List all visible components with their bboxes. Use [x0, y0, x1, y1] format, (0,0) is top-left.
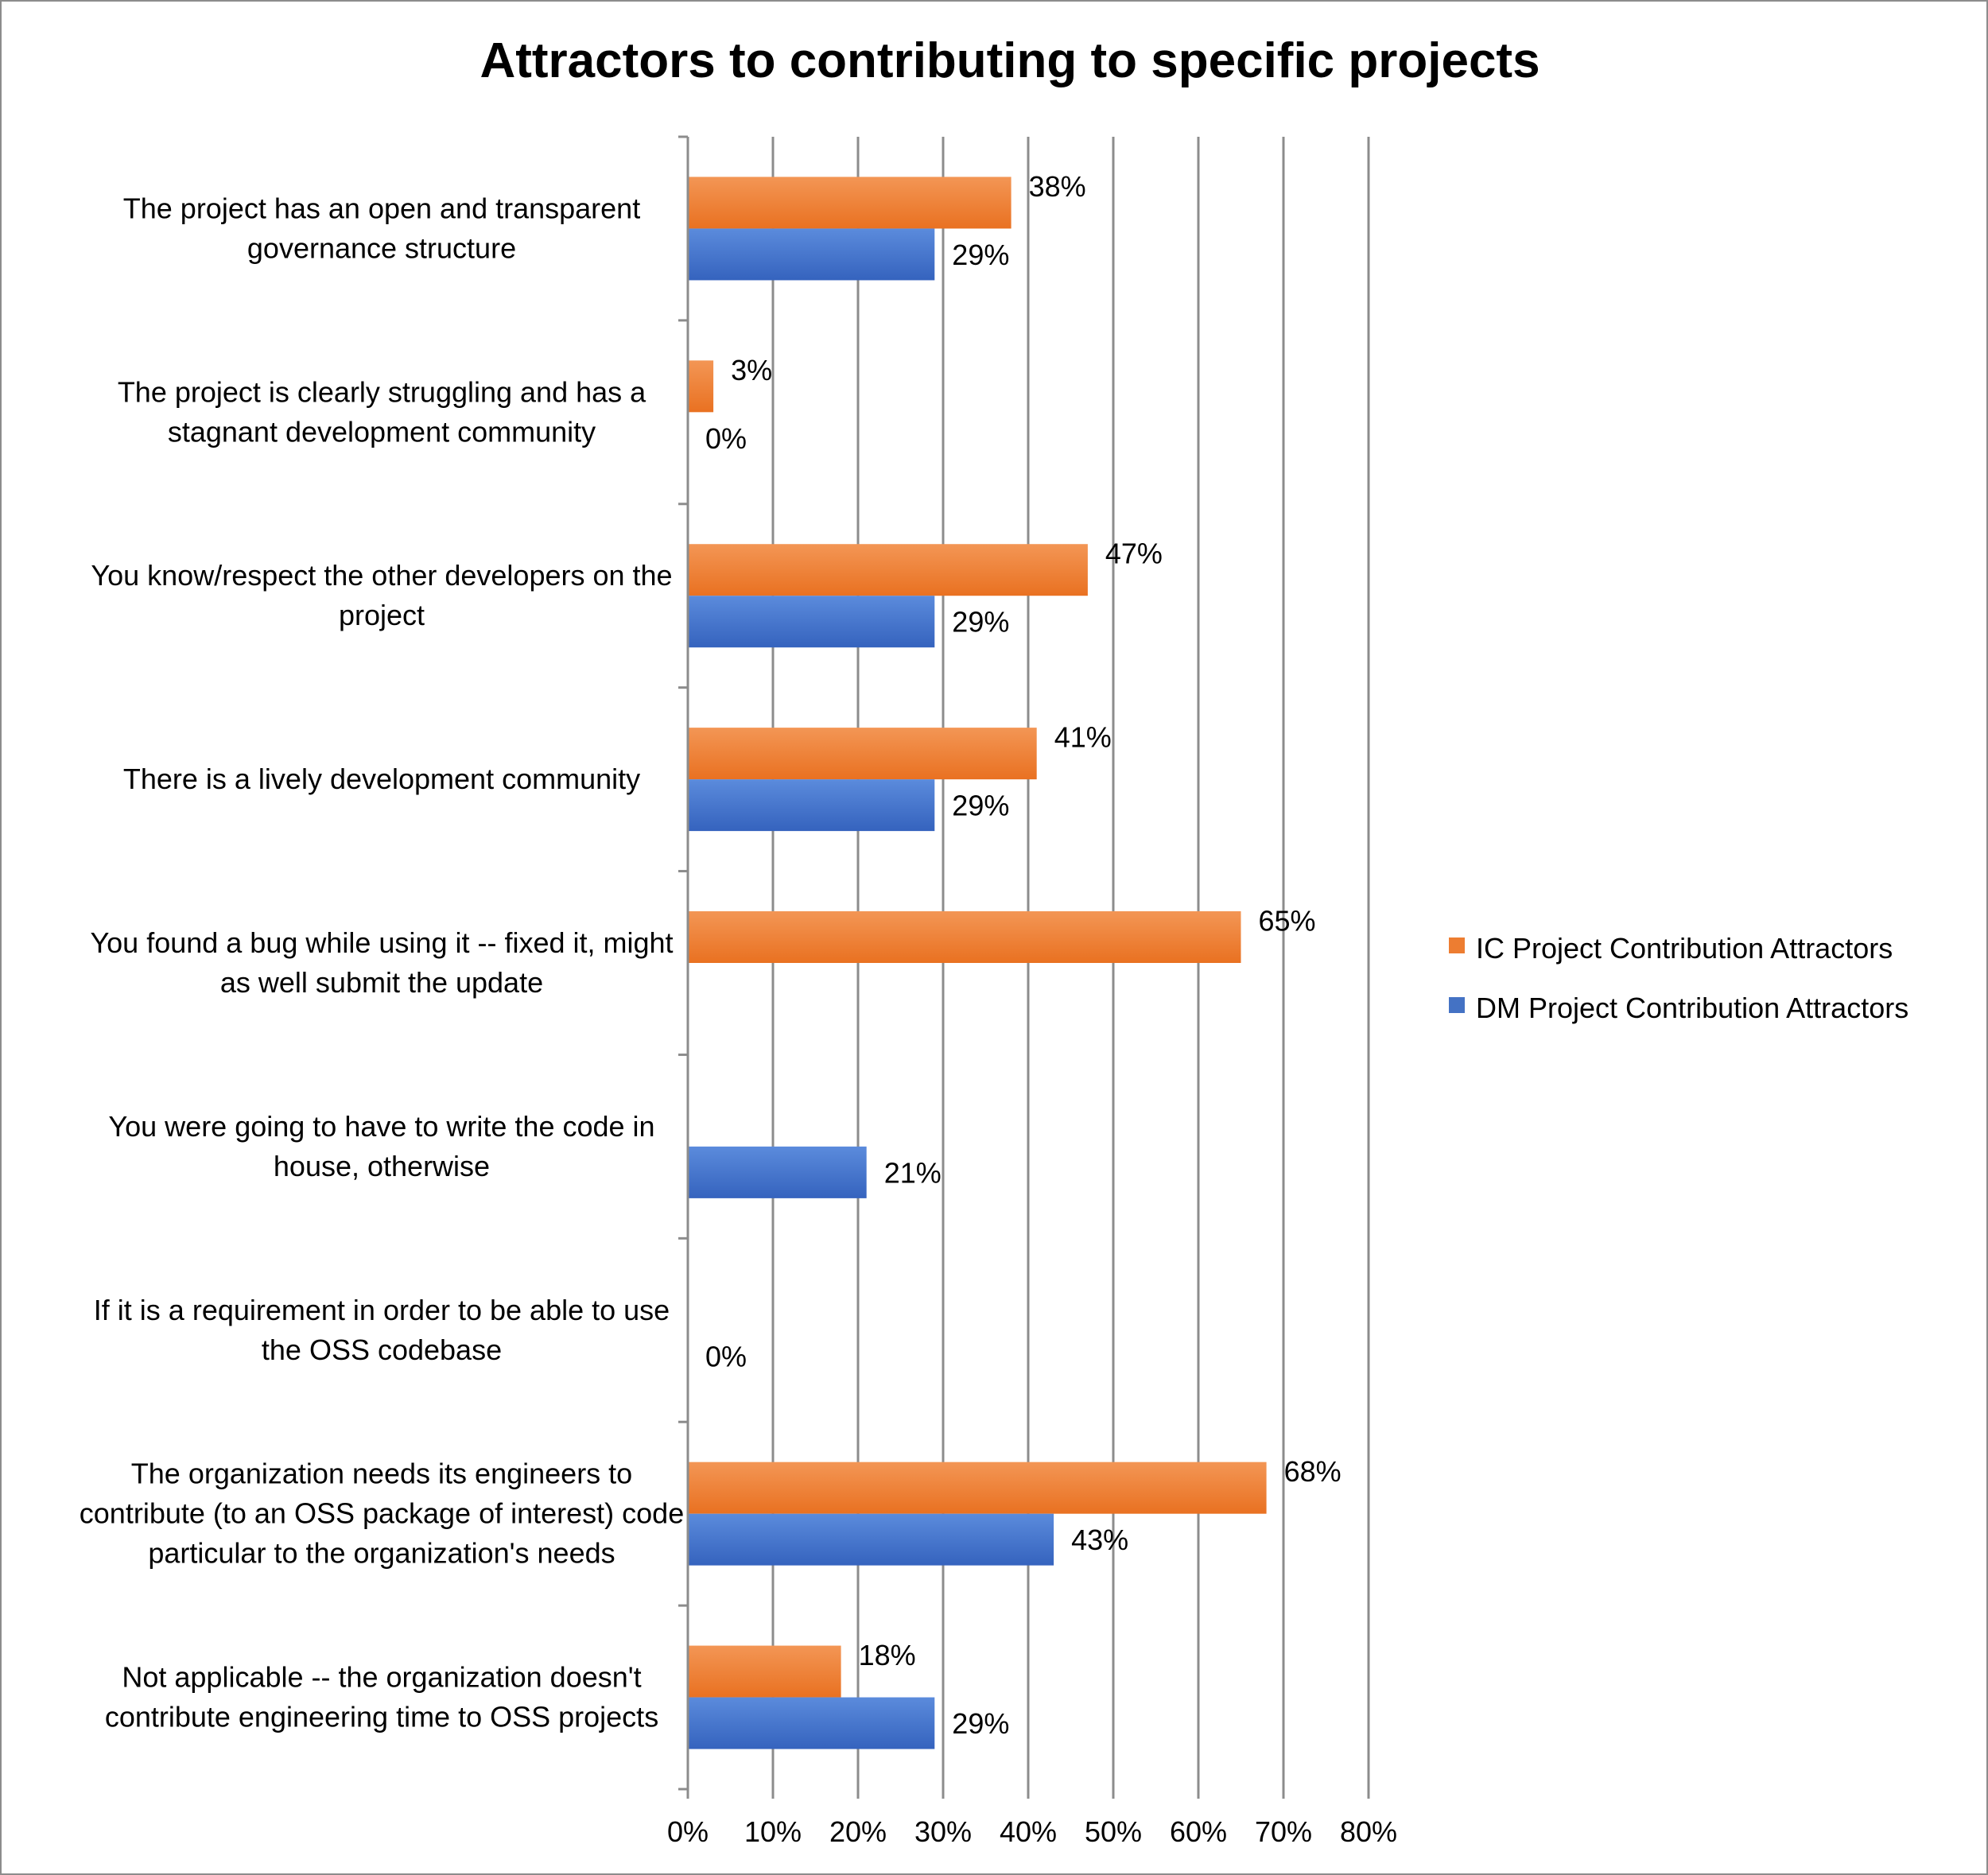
category-label-line: contribute engineering time to OSS proje…	[105, 1701, 658, 1733]
category-label-line: Not applicable -- the organization doesn…	[122, 1661, 641, 1694]
ic-data-label: 38%	[1029, 170, 1086, 203]
category-label-line: You were going to have to write the code…	[108, 1110, 654, 1143]
dm-data-label: 29%	[952, 1707, 1009, 1740]
ic-data-label: 68%	[1284, 1455, 1342, 1488]
category-label-line: contribute (to an OSS package of interes…	[80, 1497, 684, 1530]
dm-data-label: 0%	[705, 422, 747, 455]
x-tick-label: 30%	[914, 1815, 972, 1848]
dm-bar	[688, 1146, 867, 1198]
x-tick-label: 0%	[667, 1815, 709, 1848]
category-label-line: particular to the organization's needs	[148, 1537, 615, 1570]
ic-data-label: 41%	[1054, 721, 1112, 754]
category-label-line: stagnant development community	[168, 415, 596, 448]
axes	[678, 135, 1370, 1799]
dm-data-label: 43%	[1071, 1524, 1128, 1556]
ic-bar	[688, 544, 1088, 596]
chart-title: Attractors to contributing to specific p…	[480, 33, 1540, 88]
category-label: You know/respect the other developers on…	[91, 559, 672, 631]
dm-data-label: 29%	[952, 790, 1009, 822]
dm-data-label: 29%	[952, 239, 1009, 271]
category-label-line: The project is clearly struggling and ha…	[118, 375, 646, 408]
dm-bar	[688, 596, 935, 648]
ic-bar	[688, 1645, 841, 1698]
dm-bar	[688, 779, 935, 832]
dm-bar	[688, 1697, 935, 1749]
category-label-line: The organization needs its engineers to	[131, 1458, 632, 1490]
ic-data-label: 65%	[1259, 905, 1316, 938]
legend-swatch-dm	[1449, 997, 1465, 1013]
dm-data-label: 21%	[884, 1156, 942, 1189]
category-label: There is a lively development community	[123, 763, 640, 795]
ic-bar	[688, 728, 1037, 780]
category-label: Not applicable -- the organization doesn…	[105, 1661, 658, 1733]
dm-bar	[688, 1513, 1054, 1566]
legend: IC Project Contribution Attractors DM Pro…	[1449, 932, 1908, 1024]
ic-bar	[688, 360, 714, 413]
category-label-line: You know/respect the other developers on…	[91, 559, 672, 592]
ic-bar	[688, 1462, 1267, 1514]
category-label-line: There is a lively development community	[123, 763, 640, 795]
category-label-line: project	[339, 599, 425, 631]
x-tick-label: 50%	[1085, 1815, 1142, 1848]
ic-data-label: 18%	[859, 1639, 916, 1671]
category-label-line: house, otherwise	[274, 1150, 490, 1182]
x-tick-label: 60%	[1170, 1815, 1227, 1848]
category-label-line: If it is a requirement in order to be ab…	[94, 1294, 670, 1326]
ic-data-label: 47%	[1105, 538, 1163, 570]
dm-data-label: 0%	[705, 1340, 747, 1372]
category-label: You were going to have to write the code…	[108, 1110, 654, 1182]
category-label-line: as well submit the update	[220, 966, 543, 999]
ic-data-label: 3%	[731, 354, 772, 386]
category-label: You found a bug while using it -- fixed …	[90, 926, 673, 999]
category-label-line: You found a bug while using it -- fixed …	[90, 926, 673, 959]
category-label-line: The project has an open and transparent	[123, 192, 640, 224]
legend-label-dm: DM Project Contribution Attractors	[1476, 992, 1908, 1024]
category-label: The project is clearly struggling and ha…	[118, 375, 646, 448]
dm-bar	[688, 228, 935, 281]
legend-label-ic: IC Project Contribution Attractors	[1476, 932, 1893, 965]
x-tick-label: 20%	[829, 1815, 887, 1848]
legend-swatch-ic	[1449, 938, 1465, 953]
labels: 0% 10% 20% 30% 40% 50% 60% 70% 80% 38% 29% The proj…	[80, 170, 1397, 1848]
x-tick-label: 10%	[744, 1815, 802, 1848]
category-label: The project has an open and transparent g…	[123, 192, 640, 264]
bars	[688, 177, 1267, 1749]
x-tick-label: 80%	[1340, 1815, 1397, 1848]
dm-data-label: 29%	[952, 606, 1009, 639]
category-label-line: the OSS codebase	[262, 1333, 502, 1366]
category-label: If it is a requirement in order to be ab…	[94, 1294, 670, 1366]
ic-bar	[688, 911, 1241, 963]
x-tick-label: 70%	[1255, 1815, 1312, 1848]
x-tick-label: 40%	[1000, 1815, 1057, 1848]
category-label-line: governance structure	[247, 231, 516, 264]
category-label: The organization needs its engineers to c…	[80, 1458, 684, 1570]
ic-bar	[688, 177, 1011, 229]
